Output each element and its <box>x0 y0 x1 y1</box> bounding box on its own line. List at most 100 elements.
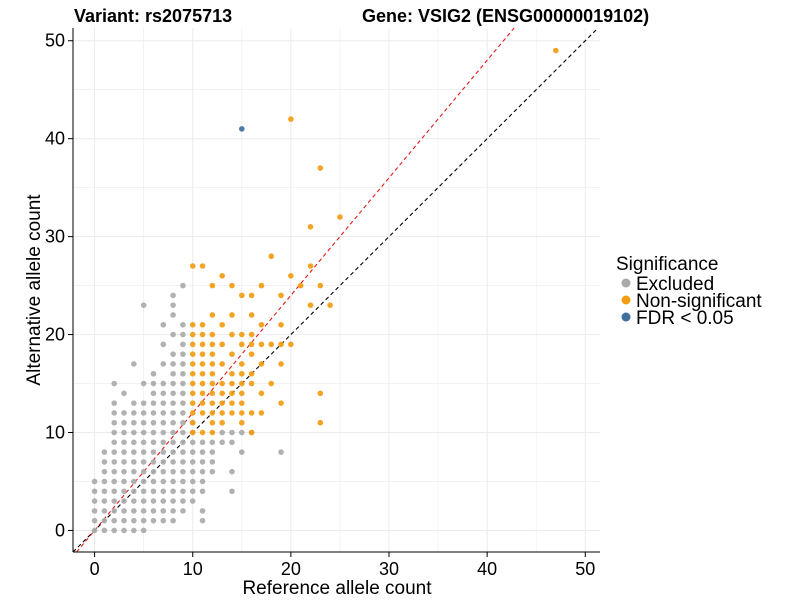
point-non-significant <box>288 272 294 279</box>
point-excluded <box>160 459 167 465</box>
point-non-significant <box>258 410 265 416</box>
y-axis-ticks: 0 10 20 30 40 50 <box>45 31 73 540</box>
point-excluded <box>121 488 127 495</box>
point-excluded <box>150 439 157 446</box>
point-non-significant <box>189 390 196 397</box>
point-excluded <box>170 468 176 475</box>
point-non-significant <box>258 341 265 348</box>
point-non-significant <box>219 380 225 387</box>
point-non-significant <box>229 410 235 416</box>
point-excluded <box>131 400 137 406</box>
reference-line-identity <box>72 27 599 553</box>
point-excluded <box>160 400 167 406</box>
point-excluded <box>189 498 196 504</box>
point-excluded <box>189 459 196 465</box>
point-non-significant <box>219 272 225 279</box>
point-excluded <box>101 488 108 495</box>
point-non-significant <box>278 321 284 328</box>
point-non-significant <box>219 400 225 406</box>
point-excluded <box>150 517 157 524</box>
x-tick-label: 10 <box>183 559 203 579</box>
point-excluded <box>199 468 206 475</box>
point-excluded <box>170 488 176 495</box>
point-non-significant <box>317 165 324 171</box>
point-excluded <box>150 488 157 495</box>
point-non-significant <box>199 380 206 387</box>
point-non-significant <box>189 419 196 426</box>
point-excluded <box>140 488 147 495</box>
point-excluded <box>140 439 147 446</box>
x-tick-label: 20 <box>281 559 301 579</box>
point-excluded <box>160 468 167 475</box>
point-non-significant <box>278 341 284 348</box>
point-excluded <box>180 351 186 357</box>
point-excluded <box>170 292 176 299</box>
point-non-significant <box>189 380 196 387</box>
point-excluded <box>180 459 186 465</box>
point-excluded <box>170 498 176 504</box>
legend-swatch-non-significant <box>621 295 631 305</box>
point-non-significant <box>317 390 324 397</box>
point-non-significant <box>199 390 206 397</box>
point-excluded <box>131 439 137 446</box>
point-excluded <box>91 478 98 485</box>
point-excluded <box>131 498 137 504</box>
point-non-significant <box>209 341 216 348</box>
point-excluded <box>160 419 167 426</box>
point-excluded <box>121 478 127 485</box>
point-non-significant <box>209 312 216 318</box>
point-excluded <box>150 508 157 514</box>
legend-label-excluded: Excluded <box>636 274 714 295</box>
point-excluded <box>131 410 137 416</box>
point-excluded <box>140 478 147 485</box>
x-axis-ticks: 0 10 20 30 40 50 <box>90 552 595 579</box>
point-non-significant <box>229 380 235 387</box>
point-excluded <box>131 419 137 426</box>
legend-swatch-excluded <box>621 278 631 288</box>
point-non-significant <box>229 282 235 289</box>
point-excluded <box>219 429 225 436</box>
point-excluded <box>91 527 98 534</box>
point-non-significant <box>317 419 324 426</box>
point-excluded <box>209 459 216 465</box>
point-excluded <box>209 439 216 446</box>
point-excluded <box>180 429 186 436</box>
point-non-significant <box>248 370 255 377</box>
x-axis-label: Reference allele count <box>242 578 432 599</box>
point-excluded <box>121 410 127 416</box>
point-non-significant <box>278 361 284 367</box>
point-excluded <box>238 429 245 436</box>
point-excluded <box>131 449 137 455</box>
point-non-significant <box>189 341 196 348</box>
point-excluded <box>170 390 176 397</box>
point-excluded <box>131 527 137 534</box>
point-excluded <box>101 527 108 534</box>
point-excluded <box>140 419 147 426</box>
point-excluded <box>131 429 137 436</box>
point-excluded <box>238 449 245 455</box>
point-non-significant <box>248 292 255 299</box>
point-excluded <box>170 331 176 338</box>
point-excluded <box>180 380 186 387</box>
point-excluded <box>160 517 167 524</box>
point-non-significant <box>307 263 314 269</box>
point-non-significant <box>238 419 245 426</box>
point-excluded <box>140 468 147 475</box>
point-non-significant <box>238 370 245 377</box>
point-excluded <box>180 449 186 455</box>
point-non-significant <box>307 224 314 230</box>
legend: Significance Excluded Non-significant FD… <box>616 254 762 329</box>
point-non-significant <box>268 380 275 387</box>
point-excluded <box>91 508 98 514</box>
point-non-significant <box>238 361 245 367</box>
point-excluded <box>121 508 127 514</box>
y-tick-label: 50 <box>45 31 65 51</box>
point-excluded <box>131 361 137 367</box>
point-excluded <box>180 508 186 514</box>
point-non-significant <box>209 419 216 426</box>
point-excluded <box>121 527 127 534</box>
point-excluded <box>91 498 98 504</box>
point-non-significant <box>258 321 265 328</box>
x-tick-label: 0 <box>90 559 100 579</box>
